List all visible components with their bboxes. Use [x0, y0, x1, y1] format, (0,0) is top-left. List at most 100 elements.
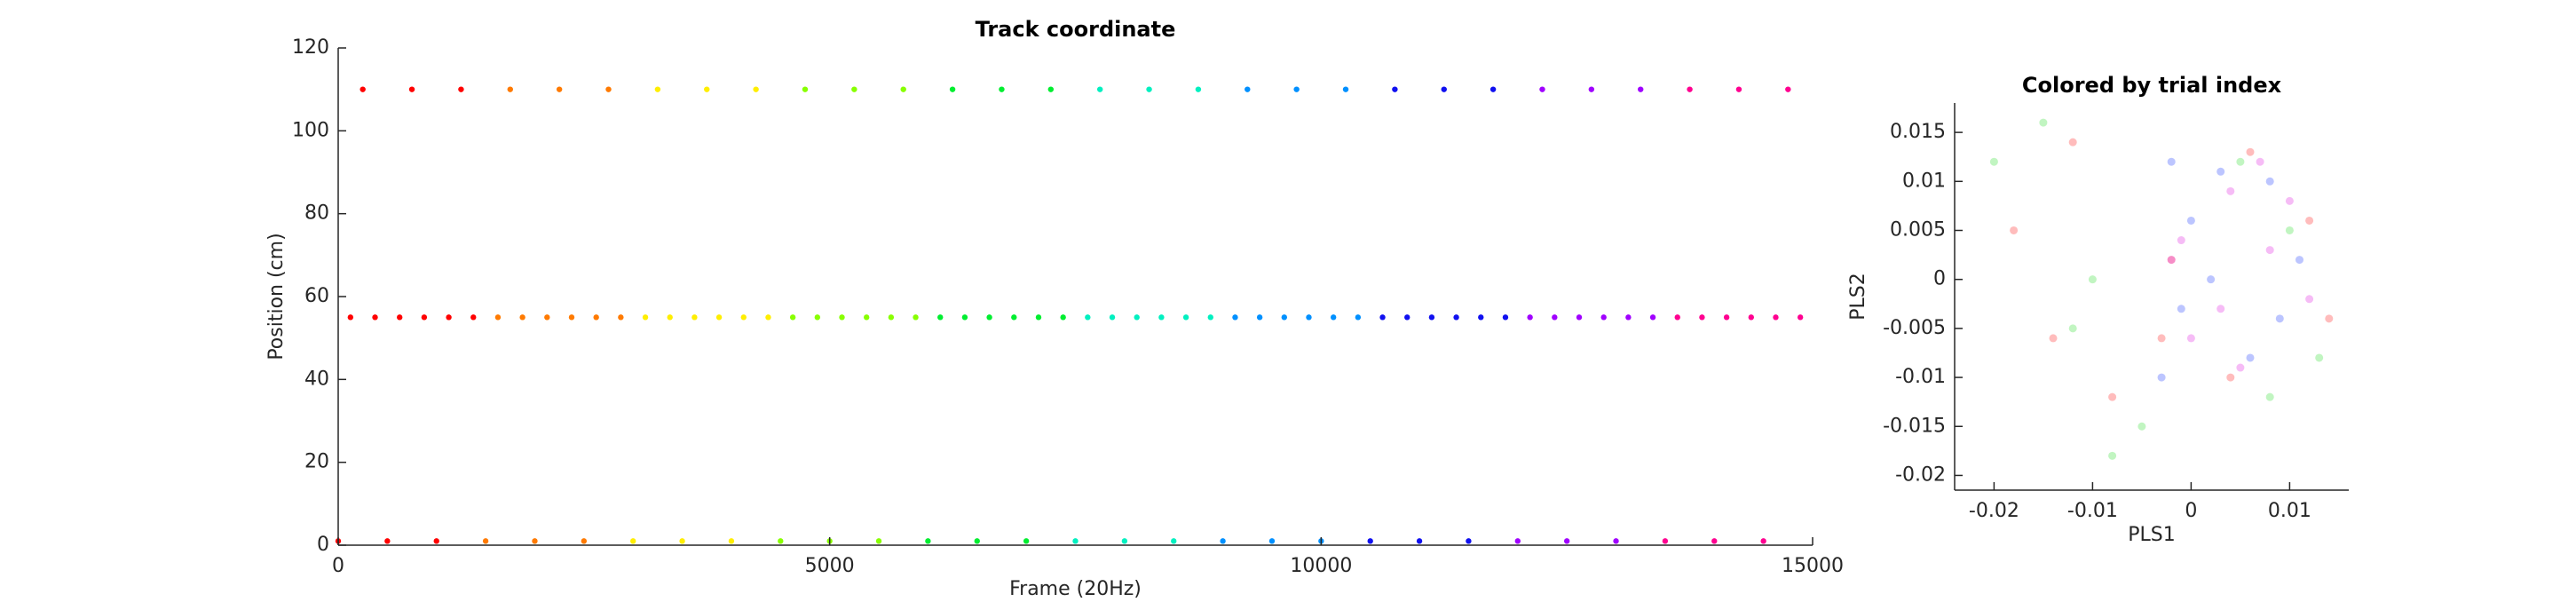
scatter-point [2167, 256, 2176, 265]
x-tick-label: 0.01 [2268, 500, 2311, 522]
scatter-point [765, 314, 771, 321]
scatter-point [2039, 118, 2048, 127]
scatter-point [2246, 353, 2255, 362]
scatter-point [1687, 86, 1693, 92]
x-tick-label: 15000 [1782, 555, 1844, 577]
scatter-point [1600, 314, 1607, 321]
scatter-point [2216, 305, 2225, 313]
scatter-point [1158, 314, 1165, 321]
scatter-point [1539, 86, 1545, 92]
scatter-point [532, 538, 538, 544]
scatter-point [2285, 196, 2294, 205]
scatter-point [888, 314, 895, 321]
y-axis-label: Position (cm) [265, 233, 288, 360]
scatter-point [384, 538, 391, 544]
scatter-point [1306, 314, 1312, 321]
scatter-point [433, 538, 439, 544]
scatter-point [999, 86, 1005, 92]
scatter-point [1047, 86, 1055, 92]
y-tick-label: -0.01 [1895, 366, 1946, 388]
scatter-point [2157, 334, 2166, 343]
scatter-point [2236, 157, 2245, 166]
scatter-point [839, 314, 845, 321]
scatter-point [519, 314, 525, 321]
scatter-point [1023, 538, 1030, 544]
scatter-point [2167, 157, 2176, 166]
scatter-point [875, 538, 882, 544]
scatter-point [593, 314, 599, 321]
scatter-point [1281, 314, 1288, 321]
scatter-point [2186, 334, 2195, 343]
scatter-point [1072, 538, 1079, 544]
scatter-point [544, 314, 550, 321]
scatter-point [2226, 373, 2235, 382]
scatter-point [715, 314, 723, 321]
scatter-point [2305, 216, 2314, 225]
scatter-point [1478, 314, 1484, 321]
scatter-point [1121, 538, 1128, 544]
x-tick-label: -0.02 [1969, 500, 2019, 522]
scatter-point [1748, 314, 1754, 321]
scatter-point [2207, 275, 2216, 284]
scatter-point [1232, 314, 1238, 321]
y-tick-label: 60 [304, 285, 329, 307]
scatter-point [556, 86, 563, 92]
scatter-point [778, 538, 784, 544]
scatter-point [1011, 314, 1017, 321]
scatter-point [2325, 314, 2334, 323]
scatter-point [1613, 538, 1619, 544]
scatter-point [507, 86, 513, 92]
y-tick-label: 0.01 [1902, 170, 1946, 192]
x-tick-label: -0.01 [2067, 500, 2118, 522]
scatter-point [1182, 314, 1189, 321]
y-tick-label: -0.005 [1883, 317, 1946, 339]
scatter-point [2216, 167, 2225, 176]
scatter-point [2236, 363, 2245, 372]
x-axis-label: PLS1 [2128, 524, 2176, 546]
scatter-point [2265, 246, 2274, 255]
scatter-point [372, 314, 378, 321]
y-tick-label: 80 [304, 202, 329, 225]
scatter-point [2295, 256, 2303, 265]
y-tick-label: 120 [292, 36, 329, 59]
scatter-point [2068, 138, 2077, 147]
scatter-point [704, 86, 710, 92]
scatter-point [2137, 422, 2146, 431]
scatter-point [605, 86, 612, 92]
scatter-point [360, 86, 366, 92]
scatter-point [1576, 314, 1583, 321]
chart-title: Colored by trial index [2022, 73, 2282, 98]
scatter-point [1563, 538, 1570, 544]
scatter-point [1171, 538, 1177, 544]
scatter-point [2049, 334, 2058, 343]
scatter-point [2315, 353, 2324, 362]
scatter-point [1367, 538, 1373, 544]
scatter-point [1035, 314, 1042, 321]
scatter-point [1773, 314, 1779, 321]
scatter-point [2246, 147, 2255, 156]
scatter-point [1256, 314, 1263, 321]
scatter-point [802, 86, 809, 92]
scatter-point [2265, 177, 2274, 186]
scatter-point [1466, 538, 1472, 544]
scatter-point [1355, 314, 1362, 321]
scatter-point [1502, 314, 1509, 321]
scatter-point [1134, 314, 1140, 321]
scatter-point [1662, 538, 1669, 544]
scatter-point [1785, 86, 1791, 92]
scatter-point [618, 314, 624, 321]
scatter-point [2177, 305, 2185, 313]
chart-title: Track coordinate [976, 17, 1176, 42]
scatter-point [1109, 314, 1116, 321]
scatter-point [482, 538, 489, 544]
scatter-point [667, 314, 673, 321]
scatter-point [1489, 86, 1497, 92]
scatter-point [421, 314, 428, 321]
scatter-point [654, 86, 661, 92]
scatter-point [1625, 314, 1632, 321]
scatter-point [1096, 86, 1103, 92]
scatter-point [1735, 86, 1742, 92]
scatter-point [1527, 314, 1533, 321]
scatter-point [1207, 314, 1213, 321]
y-tick-label: 0 [1933, 268, 1946, 290]
